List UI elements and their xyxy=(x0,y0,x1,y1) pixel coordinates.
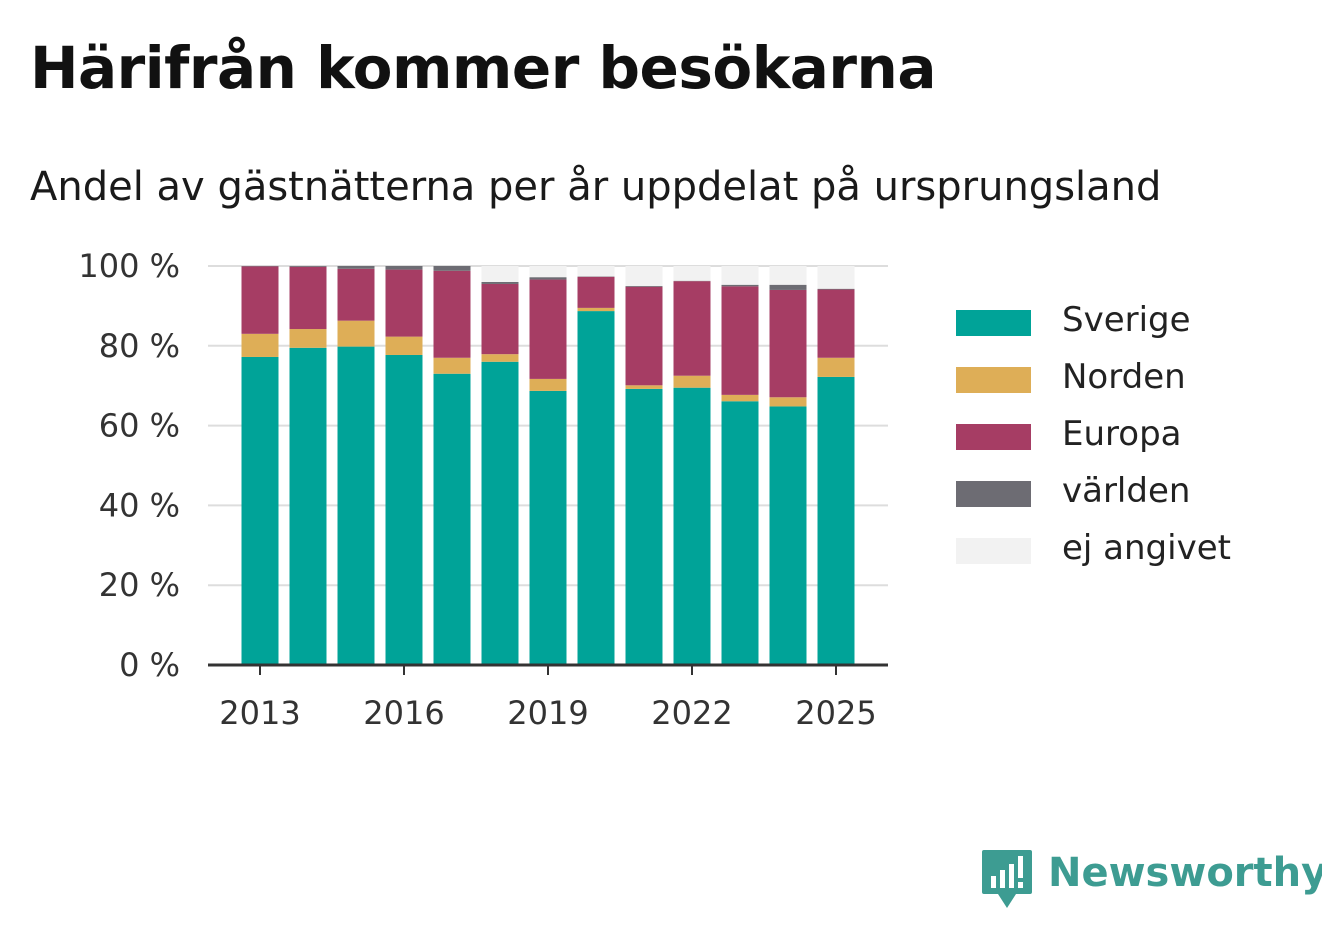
bar-segment xyxy=(481,266,519,282)
bar-segment xyxy=(241,333,279,357)
legend-swatch xyxy=(956,481,1031,507)
bar-segment xyxy=(481,281,519,284)
bar-segment xyxy=(769,397,807,407)
bar-segment xyxy=(385,266,423,270)
bar-segment xyxy=(529,277,567,280)
y-tick-label: 0 % xyxy=(119,646,180,684)
legend-swatch xyxy=(956,367,1031,393)
legend-label: Europa xyxy=(1062,414,1182,454)
bar-segment xyxy=(673,375,711,388)
bar-segment xyxy=(577,266,615,277)
bar-segment xyxy=(625,388,663,665)
bar-segment xyxy=(433,357,471,374)
bar-segment xyxy=(289,266,327,330)
bar-segment xyxy=(817,357,855,377)
bar-segment xyxy=(625,286,663,386)
x-tick-label: 2013 xyxy=(219,694,300,732)
y-tick-label: 80 % xyxy=(99,327,180,365)
bar-segment xyxy=(769,284,807,290)
bar-segment xyxy=(625,266,663,286)
bar-segment xyxy=(337,320,375,347)
chart-subtitle: Andel av gästnätterna per år uppdelat på… xyxy=(30,164,1162,210)
bar-segment xyxy=(721,286,759,395)
bar-segment xyxy=(241,266,279,334)
bar-segment xyxy=(817,266,855,289)
bar-segment xyxy=(481,354,519,362)
bar-segment xyxy=(241,356,279,665)
bar-segment xyxy=(769,266,807,285)
legend-label: Norden xyxy=(1062,357,1186,397)
bar-segment xyxy=(433,270,471,358)
bar-segment xyxy=(769,406,807,665)
legend-label: ej angivet xyxy=(1062,528,1231,568)
bar-segment xyxy=(721,266,759,285)
bar-segment xyxy=(673,387,711,665)
bar-segment xyxy=(433,373,471,665)
x-tick-label: 2025 xyxy=(795,694,876,732)
bar-segment xyxy=(289,347,327,665)
chart-title: Härifrån kommer besökarna xyxy=(30,34,936,102)
bar-segment xyxy=(385,354,423,665)
legend-swatch xyxy=(956,424,1031,450)
x-tick-label: 2019 xyxy=(507,694,588,732)
bar-segment xyxy=(577,276,615,308)
bar-segment xyxy=(289,266,327,267)
bar-segment xyxy=(337,266,375,269)
brand: Newsworthy xyxy=(982,850,1322,910)
bar-segment xyxy=(721,394,759,402)
bar-segment xyxy=(289,329,327,348)
bar-segment xyxy=(529,390,567,665)
legend-swatch xyxy=(956,538,1031,564)
bar-segment xyxy=(529,378,567,391)
y-tick-label: 100 % xyxy=(78,247,180,285)
bar-segment xyxy=(337,346,375,665)
y-tick-label: 40 % xyxy=(99,486,180,524)
bar-segment xyxy=(673,266,711,281)
bar-segment xyxy=(577,311,615,665)
bar-segment xyxy=(577,307,615,312)
bar-segment xyxy=(721,401,759,665)
brand-name: Newsworthy xyxy=(1048,850,1322,896)
bar-segment xyxy=(385,336,423,355)
bar-segment xyxy=(625,285,663,287)
bar-segment xyxy=(337,268,375,321)
bar-segment xyxy=(385,269,423,337)
y-tick-label: 20 % xyxy=(99,566,180,604)
bar-segment xyxy=(817,376,855,665)
bar-segment xyxy=(625,385,663,389)
bar-segment xyxy=(817,288,855,290)
legend-swatch xyxy=(956,310,1031,336)
bar-segment xyxy=(529,266,567,278)
bar-segment xyxy=(481,283,519,355)
bar-segment xyxy=(673,281,711,376)
newsworthy-logo-icon xyxy=(982,850,1032,908)
x-tick-label: 2022 xyxy=(651,694,732,732)
bar-segment xyxy=(481,361,519,665)
x-tick-label: 2016 xyxy=(363,694,444,732)
bar-segment xyxy=(721,284,759,287)
legend-label: Sverige xyxy=(1062,300,1191,340)
bar-segment xyxy=(529,279,567,379)
legend-label: världen xyxy=(1062,471,1191,511)
bar-segment xyxy=(817,289,855,358)
y-tick-label: 60 % xyxy=(99,407,180,445)
bar-segment xyxy=(769,289,807,398)
bar-segment xyxy=(433,266,471,271)
